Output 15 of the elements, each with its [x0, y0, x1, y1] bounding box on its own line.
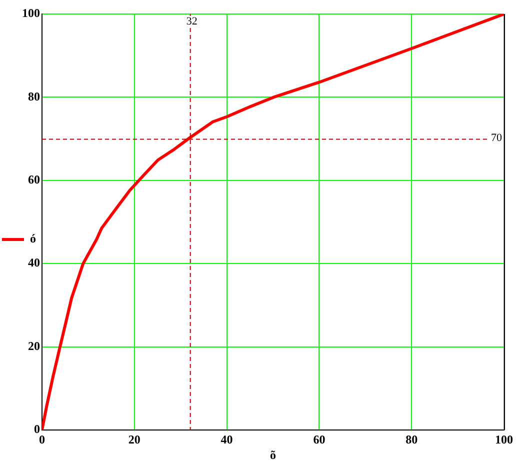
y-tick-label: 20 [28, 338, 40, 353]
y-tick-label: 60 [28, 172, 40, 186]
x-tick-label: 40 [220, 432, 233, 446]
x-tick-label: 80 [406, 432, 418, 446]
x-tick-label: 100 [495, 432, 513, 446]
legend-label: ó [30, 232, 36, 246]
y-tick-label: 40 [28, 256, 40, 270]
y-tick-label: 80 [28, 89, 40, 104]
y-tick-label: 100 [22, 6, 40, 20]
x-axis-title: õ [270, 448, 276, 462]
y-tick-label: 0 [34, 422, 40, 436]
ref-line-label: 70 [491, 132, 502, 144]
ref-line-label: 32 [186, 15, 198, 28]
x-tick-label: 20 [128, 432, 140, 446]
x-tick-label: 60 [313, 432, 326, 446]
